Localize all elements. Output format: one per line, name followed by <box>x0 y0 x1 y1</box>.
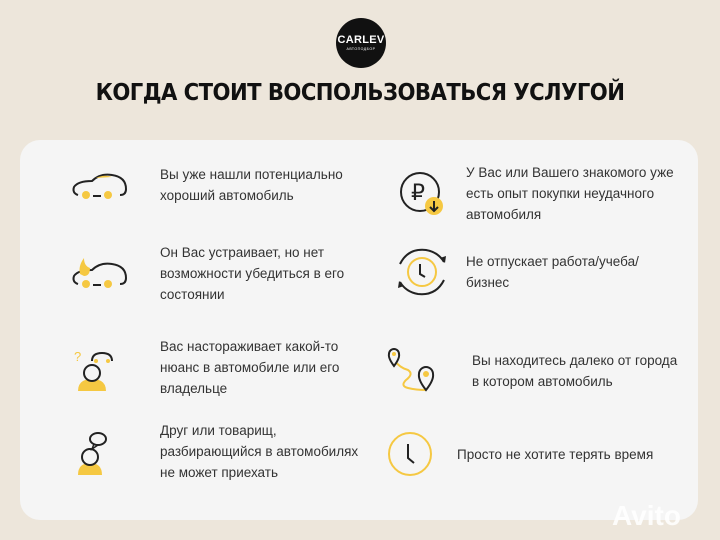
person-speech-icon <box>78 431 107 475</box>
clock-cycle-icon <box>398 248 446 296</box>
carlev-logo: CARLEV АВТОПОДБОР <box>336 18 386 68</box>
watermark-text: Avito <box>612 500 681 531</box>
car-icon <box>72 173 128 199</box>
reason-text: Друг или товарищ, разбирающийся в автомо… <box>160 423 359 480</box>
car-fire-icon <box>72 257 128 288</box>
reason-text: Вы уже нашли потенциально хороший автомо… <box>160 167 343 203</box>
reason-text: Вас настораживает какой-то нюанс в автом… <box>160 339 340 396</box>
reason-text: Вы находитесь далеко от города в котором… <box>472 353 678 389</box>
svg-text:₽: ₽ <box>411 181 425 206</box>
reason-text: У Вас или Вашего знакомого уже есть опыт… <box>466 165 674 222</box>
reason-item: Друг или товарищ, разбирающийся в автомо… <box>70 420 358 483</box>
reason-text: Он Вас устраивает, но нет возможности уб… <box>160 245 345 302</box>
reason-item: ? Вас настораживает какой-то нюанс в авт… <box>70 336 339 399</box>
logo-brand: CARLEV <box>337 34 385 46</box>
reasons-card: Вы уже нашли потенциально хороший автомо… <box>20 140 698 520</box>
reason-item: ₽ У Вас или Вашего знакомого уже есть оп… <box>396 162 674 225</box>
person-question-car-icon: ? <box>74 349 113 391</box>
reason-text: Просто не хотите терять время <box>457 446 654 462</box>
reason-item: Вы уже нашли потенциально хороший автомо… <box>70 164 343 206</box>
avito-watermark: Avito <box>612 500 681 532</box>
reason-item: Он Вас устраивает, но нет возможности уб… <box>70 242 344 305</box>
reason-item: Вы находитесь далеко от города в котором… <box>386 346 677 396</box>
logo-tagline: АВТОПОДБОР <box>346 47 376 51</box>
ruble-down-icon: ₽ <box>400 171 443 215</box>
clock-icon <box>388 432 432 476</box>
page-title: КОГДА СТОИТ ВОСПОЛЬЗОВАТЬСЯ УСЛУГОЙ <box>95 80 625 106</box>
reason-text: Не отпускает работа/учеба/ бизнес <box>466 254 639 290</box>
reason-item: Не отпускает работа/учеба/ бизнес <box>394 244 639 300</box>
reason-item: Просто не хотите терять время <box>386 430 653 478</box>
svg-text:?: ? <box>74 349 81 364</box>
route-pins-icon <box>387 348 435 392</box>
